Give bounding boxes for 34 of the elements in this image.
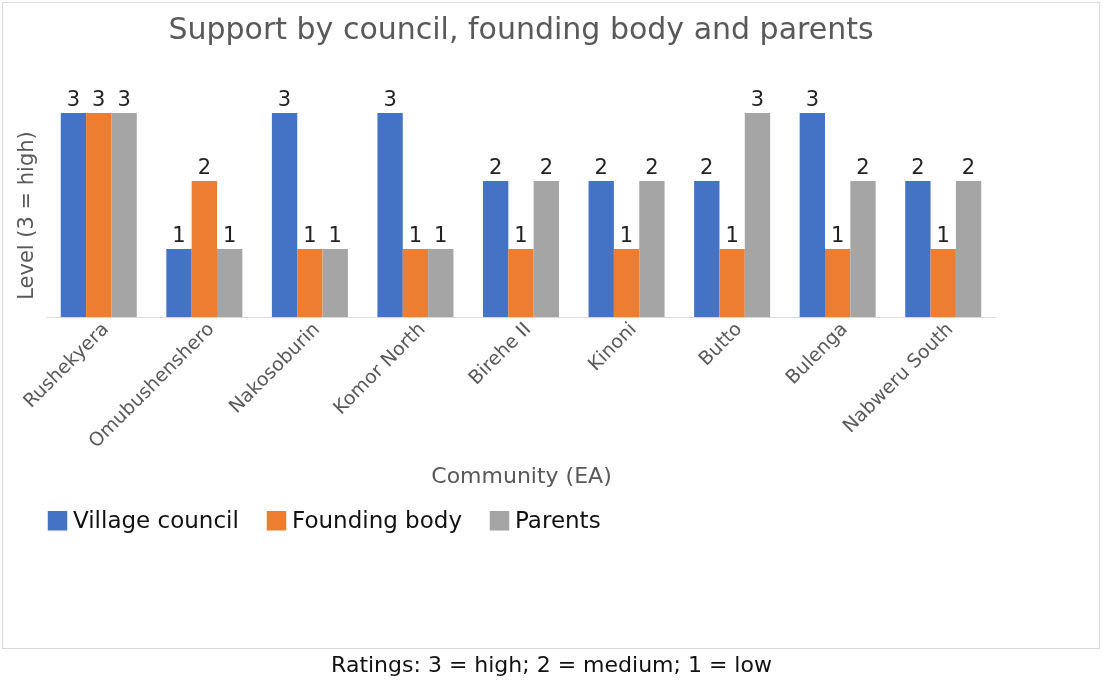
- data-label: 2: [856, 155, 870, 179]
- data-label: 3: [92, 87, 106, 111]
- x-axis-title: Community (EA): [431, 462, 612, 488]
- data-label: 1: [830, 223, 845, 247]
- data-label: 1: [514, 223, 528, 247]
- legend-label: Founding body: [292, 506, 462, 533]
- data-label: 3: [117, 87, 131, 111]
- y-axis-title: Level (3 = high): [13, 131, 38, 300]
- data-label: 2: [594, 155, 608, 179]
- data-label: 1: [936, 223, 950, 247]
- data-label: 1: [408, 223, 423, 247]
- data-label: 1: [222, 223, 237, 247]
- data-label: 2: [539, 155, 554, 179]
- data-label: 2: [488, 155, 503, 179]
- data-label: 3: [66, 87, 81, 111]
- data-label: 3: [383, 87, 397, 111]
- data-label: 1: [328, 223, 342, 247]
- data-label: 1: [303, 223, 317, 247]
- data-label: 2: [911, 155, 925, 179]
- data-label: 1: [434, 223, 448, 247]
- legend-label: Village council: [73, 506, 239, 533]
- data-label: 3: [750, 87, 765, 111]
- data-label: 1: [725, 223, 739, 247]
- legend-label: Parents: [515, 506, 601, 533]
- data-label: 3: [277, 87, 292, 111]
- data-label: 2: [645, 155, 659, 179]
- data-label: 3: [805, 87, 820, 111]
- data-label: 1: [619, 223, 634, 247]
- data-label: 1: [172, 223, 186, 247]
- data-label: 2: [700, 155, 714, 179]
- data-label: 2: [961, 155, 976, 179]
- data-label: 2: [197, 155, 212, 179]
- chart-title: Support by council, founding body and parents: [168, 11, 874, 46]
- text: Ratings: 3 = high; 2 = medium; 1 = low: [330, 652, 773, 677]
